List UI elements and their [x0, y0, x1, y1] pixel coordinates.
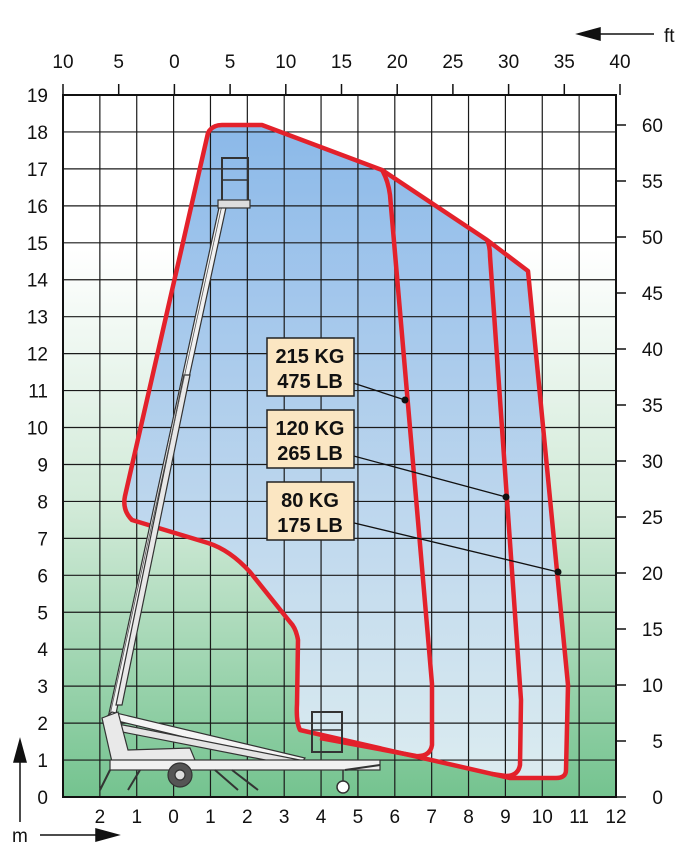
- left-m-tick-label: 11: [28, 382, 48, 403]
- right-ft-tick-label: 30: [642, 452, 663, 473]
- envelope-120kg-line: [484, 238, 524, 779]
- envelope-215kg-line: [319, 168, 435, 759]
- load-label-215kg: 215 KG 475 LB: [266, 337, 355, 397]
- leader-120kg: [349, 454, 507, 498]
- right-ft-tick-label: 60: [642, 116, 663, 137]
- bottom-m-tick-label: 12: [605, 807, 626, 828]
- top-ft-tick-label: 25: [442, 52, 463, 73]
- right-ft-tick-label: 50: [642, 228, 663, 249]
- left-m-tick-label: 15: [27, 234, 48, 255]
- top-ft-tick-label: 20: [387, 52, 408, 73]
- envelope-outlines: [122, 122, 571, 781]
- point-215kg: [401, 396, 409, 404]
- left-m-tick-label: 5: [37, 603, 48, 624]
- bottom-m-tick-label: 8: [463, 807, 474, 828]
- right-ft-tick-label: 15: [642, 620, 663, 641]
- point-120kg: [502, 493, 510, 501]
- left-m-tick-label: 14: [27, 271, 49, 292]
- top-ft-tick-label: 10: [275, 52, 296, 73]
- top-ft-tick-label: 35: [554, 52, 575, 73]
- feet-direction-arrow: [575, 27, 654, 41]
- load-120kg-kg: 120 KG: [276, 418, 345, 440]
- left-m-tick-label: 17: [27, 160, 48, 181]
- aerial-lift-illustration: [99, 157, 381, 794]
- right-ft-tick-label: 40: [642, 340, 663, 361]
- top-ft-tick-label: 5: [113, 52, 124, 73]
- top-ft-tick-label: 15: [331, 52, 352, 73]
- top-ft-tick-label: 10: [52, 52, 73, 73]
- lower-basket: [311, 711, 343, 753]
- left-m-tick-label: 4: [37, 640, 48, 661]
- left-m-tick-label: 9: [37, 455, 48, 476]
- outer-envelope-line: [122, 122, 571, 781]
- bottom-m-tick-label: 4: [316, 807, 327, 828]
- load-label-120kg: 120 KG 265 LB: [266, 409, 355, 469]
- main-boom-section: [115, 374, 191, 706]
- left-m-tick-label: 1: [37, 751, 48, 772]
- bottom-m-tick-label: 9: [500, 807, 511, 828]
- load-80kg-kg: 80 KG: [281, 490, 339, 512]
- chassis: [109, 759, 381, 771]
- right-ft-tick-label: 10: [642, 676, 663, 697]
- point-80kg: [554, 568, 562, 576]
- left-m-tick-label: 2: [37, 714, 48, 735]
- right-ft-tick-label: 45: [642, 284, 663, 305]
- left-m-tick-label: 7: [37, 529, 48, 550]
- right-ft-tick-label: 25: [642, 508, 663, 529]
- left-m-tick-label: 13: [27, 308, 48, 329]
- left-m-tick-label: 16: [27, 197, 48, 218]
- meter-direction-arrows: [13, 737, 121, 842]
- bottom-m-tick-label: 0: [168, 807, 179, 828]
- load-80kg-lb: 175 LB: [277, 515, 343, 537]
- load-215kg-kg: 215 KG: [276, 346, 345, 368]
- bottom-m-tick-label: 3: [279, 807, 290, 828]
- right-ft-tick-label: 35: [642, 396, 663, 417]
- bottom-m-tick-label: 2: [242, 807, 253, 828]
- leader-80kg: [349, 521, 559, 573]
- bottom-m-tick-label: 1: [205, 807, 216, 828]
- plot-frame: [62, 94, 617, 798]
- load-label-80kg: 80 KG 175 LB: [266, 481, 355, 541]
- left-m-tick-label: 3: [37, 677, 48, 698]
- bottom-m-tick-label: 5: [353, 807, 364, 828]
- axis-ticks: 10 5 0 5 10 15 20 25 30 35 40191817161514131211109…: [27, 52, 663, 828]
- left-m-tick-label: 6: [37, 566, 48, 587]
- leader-215kg: [349, 381, 406, 401]
- top-ft-tick-label: 5: [225, 52, 236, 73]
- bottom-m-tick-label: 10: [532, 807, 553, 828]
- left-m-tick-label: 10: [27, 419, 48, 440]
- top-ft-tick-label: 0: [169, 52, 180, 73]
- right-ft-tick-label: 0: [652, 788, 663, 809]
- load-120kg-lb: 265 LB: [277, 443, 343, 465]
- right-ft-tick-label: 20: [642, 564, 663, 585]
- left-m-tick-label: 0: [37, 788, 48, 809]
- jockey-wheel: [336, 780, 350, 794]
- right-ft-tick-label: 55: [642, 172, 663, 193]
- top-ft-tick-label: 30: [498, 52, 519, 73]
- bottom-m-tick-label: 7: [426, 807, 437, 828]
- load-215kg-lb: 475 LB: [277, 371, 343, 393]
- load-leader-lines: [349, 381, 559, 573]
- left-m-tick-label: 8: [37, 492, 48, 513]
- left-m-tick-label: 19: [27, 86, 48, 107]
- bottom-m-tick-label: 2: [95, 807, 106, 828]
- feet-unit-label: ft: [664, 26, 675, 47]
- right-ft-tick-label: 5: [652, 732, 663, 753]
- meter-unit-label: m: [12, 826, 28, 847]
- bottom-m-tick-label: 11: [569, 807, 589, 828]
- left-m-tick-label: 18: [27, 123, 48, 144]
- top-ft-tick-label: 40: [609, 52, 630, 73]
- bottom-m-tick-label: 1: [131, 807, 142, 828]
- bottom-m-tick-label: 6: [390, 807, 401, 828]
- left-m-tick-label: 12: [27, 345, 48, 366]
